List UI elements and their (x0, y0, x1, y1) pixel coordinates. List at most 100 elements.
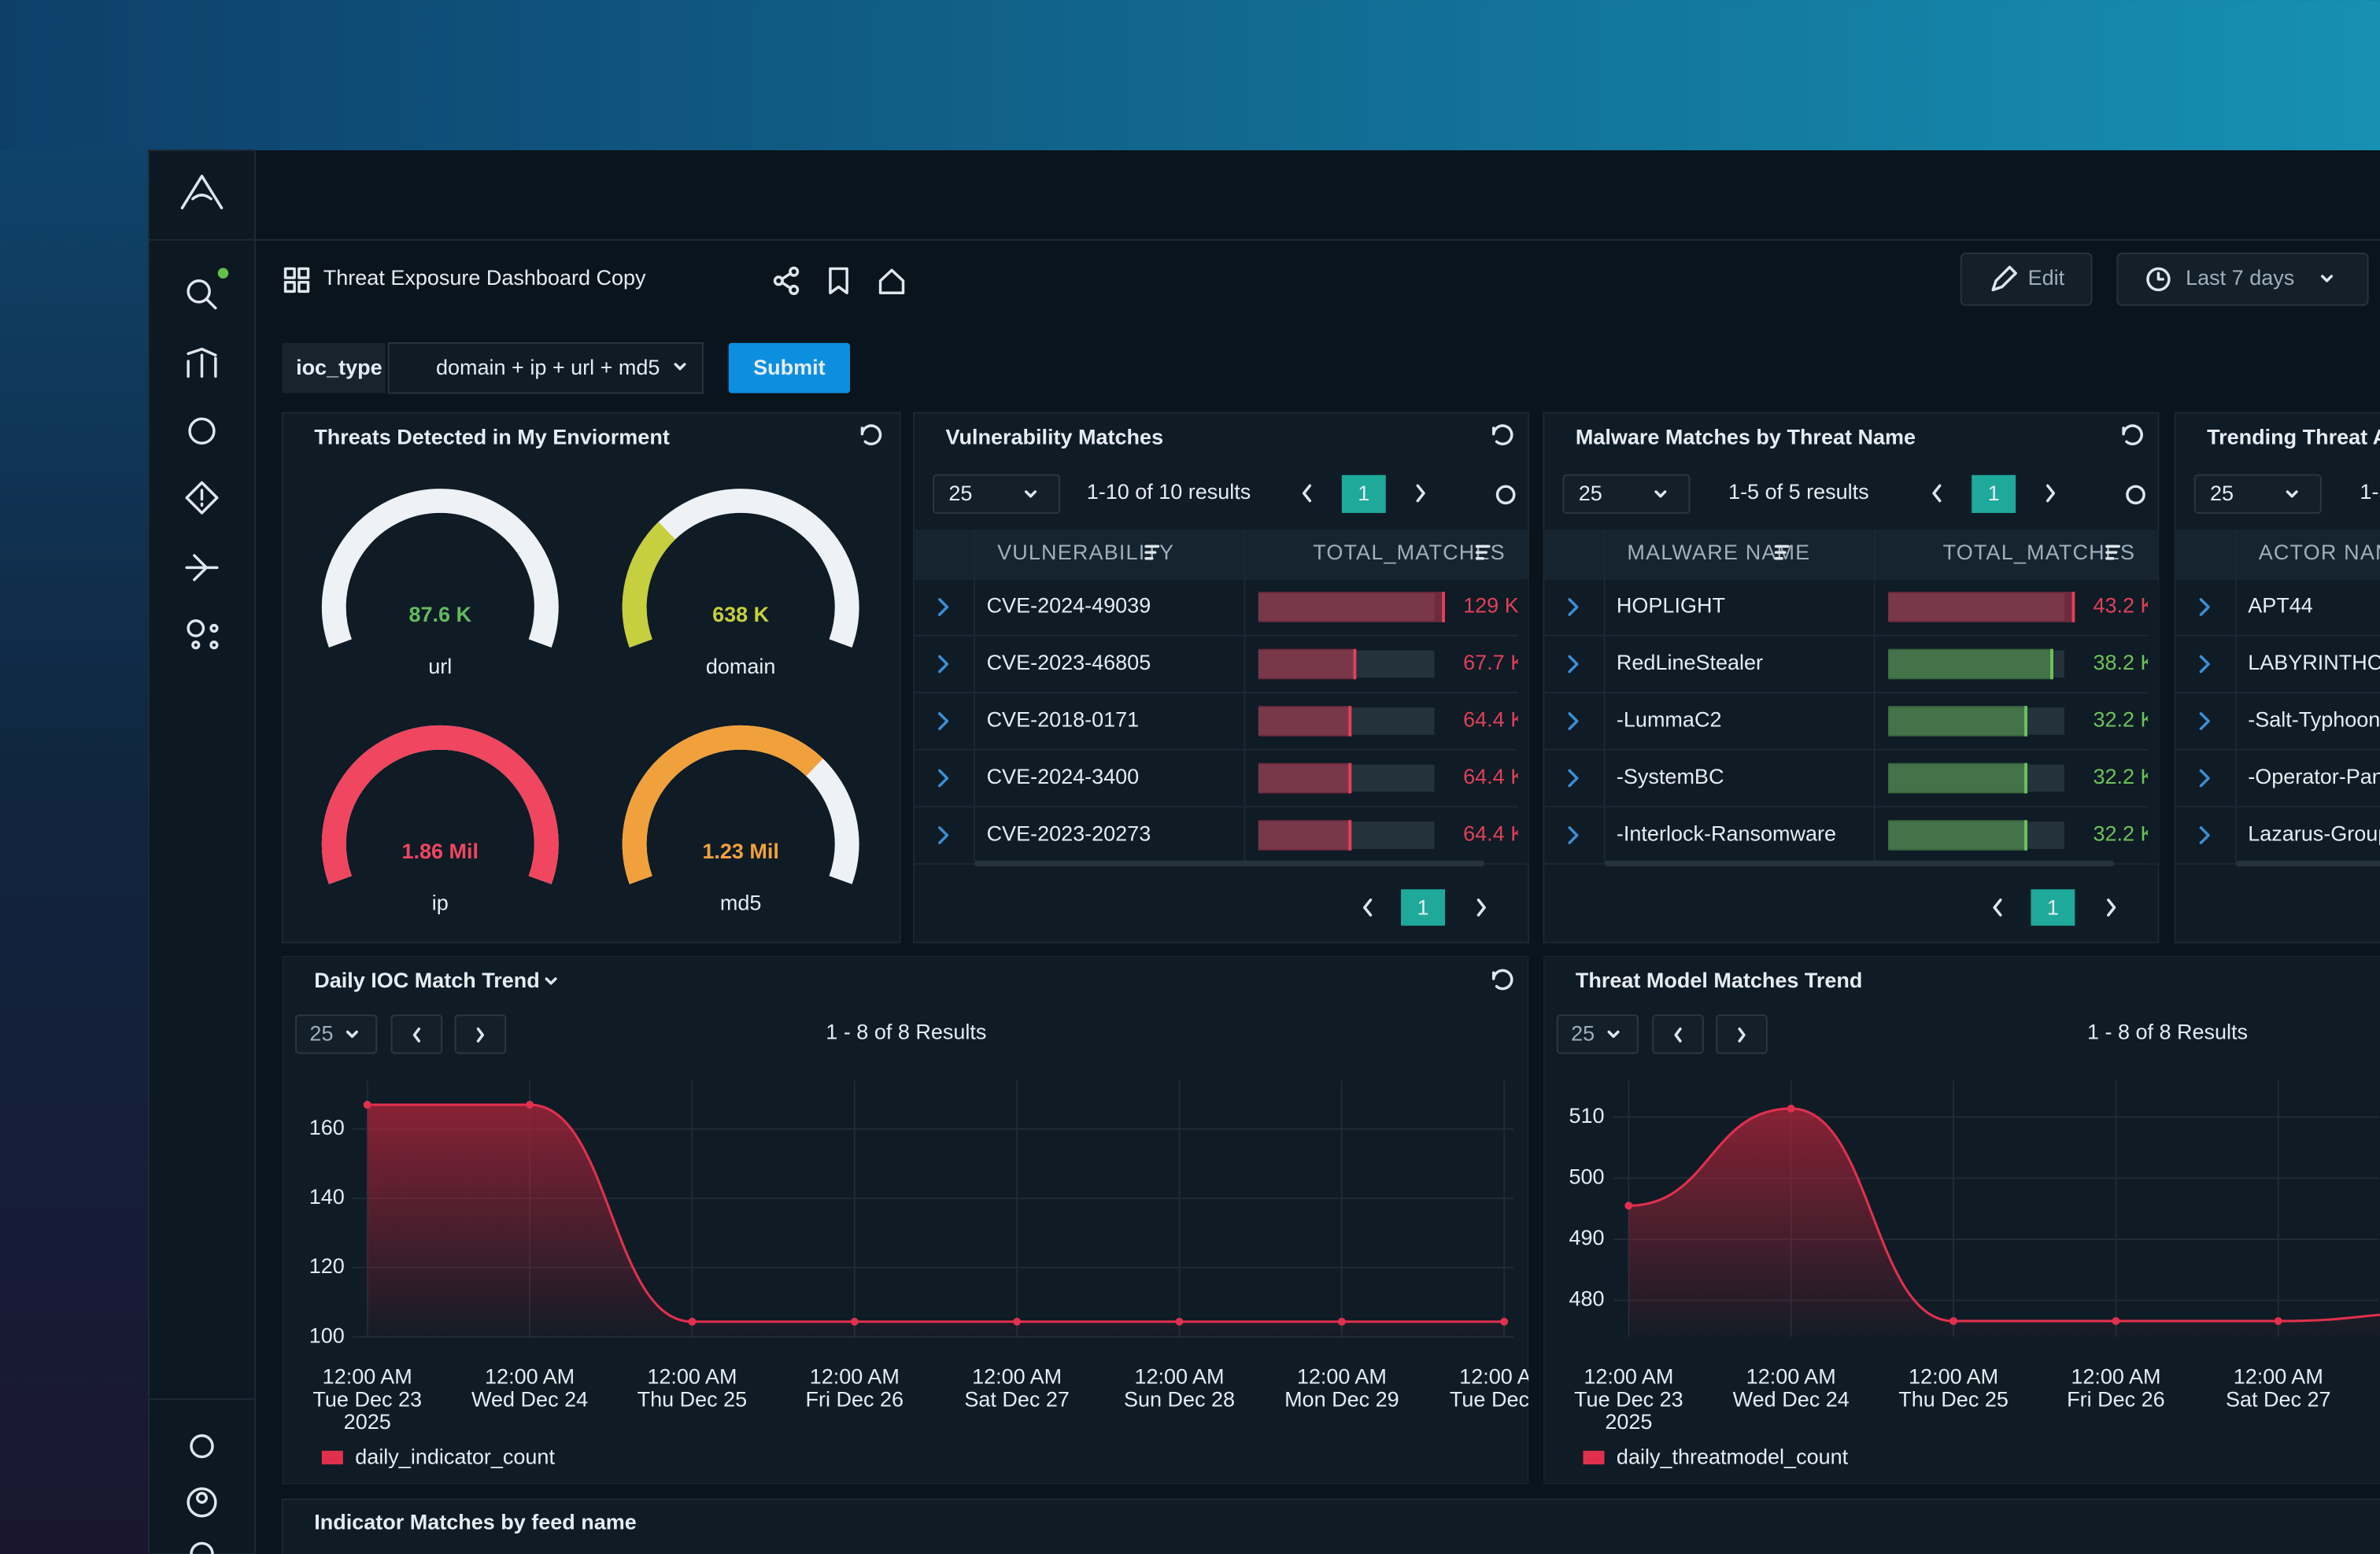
edit-button[interactable]: Edit (1960, 253, 2093, 306)
settings-icon[interactable] (1495, 485, 1516, 505)
refresh-icon[interactable] (860, 424, 882, 445)
bar (1258, 706, 1352, 736)
expand-row[interactable] (1568, 712, 1579, 730)
page-box[interactable] (2031, 889, 2075, 926)
prev-page[interactable] (1302, 484, 1312, 503)
column-header[interactable]: TOTAL_MATCHES (1943, 541, 2136, 564)
share-icon[interactable] (773, 266, 800, 295)
filter-label-box (282, 342, 386, 393)
bar-value: 64.4 K (1463, 708, 1524, 732)
expand-row[interactable] (938, 826, 949, 844)
profile-icon[interactable] (187, 1487, 217, 1518)
sort-icon[interactable] (2105, 544, 2121, 560)
expand-row[interactable] (1568, 826, 1579, 844)
search-icon[interactable] (187, 268, 229, 310)
refresh-icon[interactable] (2122, 424, 2143, 445)
settings-icon[interactable] (190, 1434, 214, 1459)
page-size[interactable]: 25 (948, 482, 972, 505)
expand-row[interactable] (2199, 655, 2210, 674)
page-size[interactable]: 25 (2210, 482, 2234, 505)
next-page[interactable] (2107, 898, 2116, 917)
time-range-label[interactable]: Last 7 days (2186, 266, 2294, 290)
sort-icon[interactable] (1774, 544, 1790, 560)
x-tick-label: Thu Dec 25 (638, 1387, 748, 1411)
sort-icon[interactable] (1144, 544, 1160, 560)
sort-icon[interactable] (1475, 544, 1491, 560)
next-button[interactable] (1716, 1014, 1768, 1054)
refresh-icon[interactable] (1491, 969, 1513, 991)
expand-row[interactable] (938, 655, 949, 674)
response-icon[interactable] (185, 554, 219, 581)
column-header[interactable]: ACTOR NAME (2259, 541, 2380, 564)
page-box[interactable] (1341, 474, 1386, 513)
row-name: CVE-2023-20273 (987, 822, 1151, 846)
time-range-button[interactable]: Last 7 days (2116, 253, 2369, 306)
page-number[interactable]: 1 (1988, 482, 2000, 505)
edit-label[interactable]: Edit (2028, 266, 2065, 290)
prev-page[interactable] (1363, 898, 1373, 917)
next-page[interactable] (1416, 484, 1425, 503)
column-header[interactable]: TOTAL_MATCHES (1313, 541, 1506, 564)
bar-value: 67.7 K (1463, 651, 1524, 674)
page-size-select[interactable] (1556, 1014, 1639, 1054)
y-tick-label: 140 (309, 1185, 345, 1209)
settings-icon[interactable] (2126, 485, 2145, 505)
expand-row[interactable] (938, 769, 949, 788)
bookmark-icon[interactable] (829, 267, 848, 295)
x-tick-label: 12:00 AM (1746, 1364, 1836, 1388)
expand-row[interactable] (1568, 598, 1579, 616)
analytics-icon[interactable] (187, 347, 217, 378)
submit-button[interactable]: Submit (728, 342, 850, 393)
prev-button[interactable] (1652, 1014, 1704, 1054)
dashboard-title: Threat Exposure Dashboard Copy (323, 266, 646, 290)
integrations-icon[interactable] (188, 417, 216, 445)
chevron (1024, 490, 1037, 498)
next-page[interactable] (2046, 484, 2056, 503)
bar-track (1258, 650, 1435, 678)
logo[interactable] (180, 175, 224, 210)
expand-row[interactable] (1568, 655, 1579, 674)
page-size-select[interactable] (933, 474, 1061, 514)
workflow-icon[interactable] (187, 619, 219, 650)
page-size-select[interactable] (2193, 474, 2322, 514)
expand-row[interactable] (938, 598, 949, 616)
page-size-select[interactable] (1562, 474, 1691, 514)
chevron[interactable] (545, 977, 557, 985)
page-size[interactable]: 25 (1579, 482, 1602, 505)
filter-value[interactable]: domain + ip + url + md5 (436, 356, 660, 379)
legend-swatch[interactable] (321, 1450, 343, 1465)
page-size-select[interactable] (295, 1014, 378, 1054)
row-name: -LummaC2 (1617, 708, 1722, 732)
page-size[interactable]: 25 (309, 1021, 333, 1045)
prev-page[interactable] (1993, 898, 2002, 917)
results-count: 1-5 of 5 results (2360, 480, 2380, 504)
expand-row[interactable] (2199, 826, 2210, 844)
filter-dropdown[interactable]: domain + ip + url + md5 (387, 341, 704, 394)
column-header[interactable]: VULNERABILITY (997, 541, 1174, 564)
next-button[interactable] (454, 1014, 507, 1054)
legend-label[interactable]: daily_indicator_count (355, 1445, 555, 1469)
expand-row[interactable] (2199, 598, 2210, 616)
page-box[interactable] (1401, 889, 1445, 926)
expand-row[interactable] (2199, 712, 2210, 730)
bar-value: 32.2 K (2094, 708, 2155, 732)
prev-button[interactable] (390, 1014, 443, 1054)
expand-row[interactable] (1568, 769, 1579, 788)
legend-swatch[interactable] (1583, 1450, 1605, 1465)
page-number[interactable]: 1 (2047, 895, 2059, 919)
charts: Daily IOC Match Trend 25 1 - 8 of 8 Result… (282, 956, 2380, 1485)
legend-label[interactable]: daily_threatmodel_count (1617, 1445, 1849, 1469)
page-box[interactable] (1972, 474, 2016, 513)
submit-label[interactable]: Submit (753, 356, 826, 379)
expand-row[interactable] (2199, 769, 2210, 788)
page-size[interactable]: 25 (1571, 1021, 1595, 1045)
page-number[interactable]: 1 (1417, 895, 1429, 919)
expand-row[interactable] (938, 712, 949, 730)
prev-page[interactable] (1932, 484, 1942, 503)
alerts-icon[interactable] (185, 481, 219, 515)
x-tick-label: 12:00 AM (1584, 1364, 1673, 1388)
home-icon[interactable] (878, 268, 905, 295)
page-number[interactable]: 1 (1358, 482, 1369, 505)
refresh-icon[interactable] (1491, 424, 1513, 445)
next-page[interactable] (1476, 898, 1486, 917)
